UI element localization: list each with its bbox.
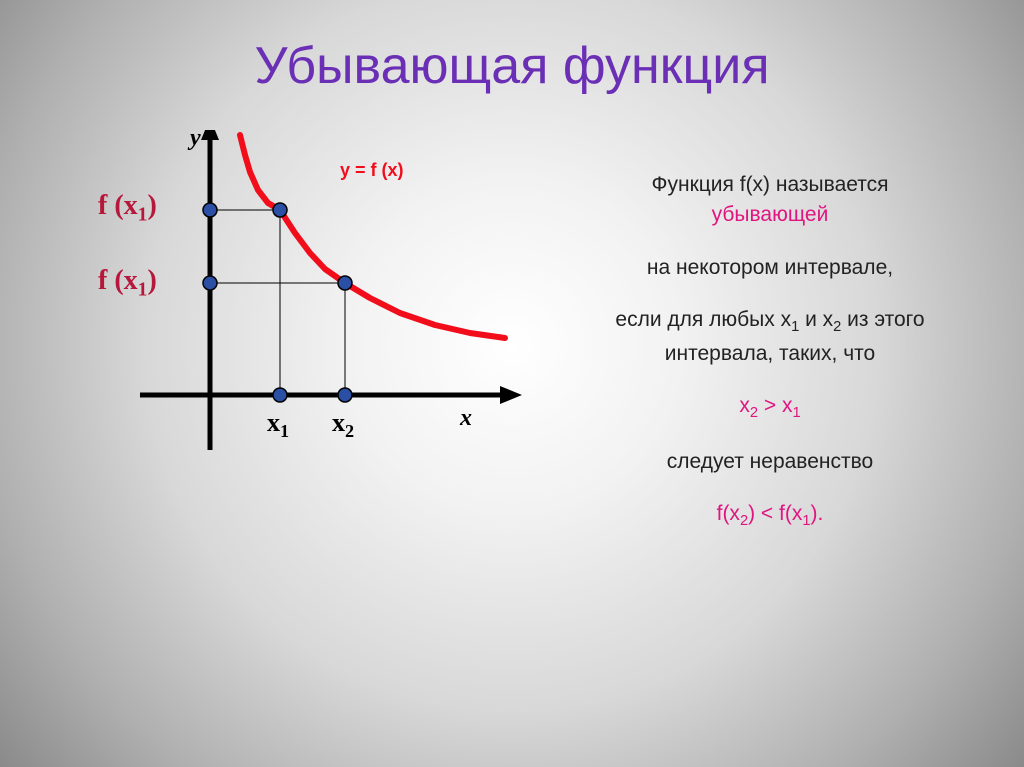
label-fx1-text: f (x (98, 190, 138, 221)
label-fx2: f (x1) (98, 265, 157, 302)
slide-title: Убывающая функция (0, 36, 1024, 96)
t7a: f(x (717, 502, 740, 525)
t5b: > x (758, 394, 792, 417)
curve-label: y = f (x) (340, 160, 404, 181)
label-fx2-sub: 1 (138, 280, 148, 301)
label-x1-sub: 1 (280, 421, 289, 441)
chart-area: f (x1) f (x1) x1 x2 y x y = f (x) (60, 130, 530, 530)
label-x2: x2 (332, 408, 354, 442)
label-fx1-sub: 1 (138, 205, 148, 226)
label-fx1: f (x1) (98, 190, 157, 227)
label-x2-sub: 2 (345, 421, 354, 441)
text-line5: x2 > x1 (555, 391, 985, 425)
t3c: из этого (841, 308, 924, 331)
t5s2: 2 (750, 405, 758, 421)
text-line7: f(x2) < f(x1). (555, 499, 985, 533)
definition-text: Функция f(x) называется убывающей на нек… (555, 170, 985, 555)
label-x1: x1 (267, 408, 289, 442)
t7s1: 1 (802, 513, 810, 529)
t5: x2 > x1 (739, 394, 800, 417)
label-fx1-close: ) (147, 190, 156, 221)
t5s1: 1 (792, 405, 800, 421)
text-line2: на некотором интервале, (555, 253, 985, 283)
label-x2-text: x (332, 408, 345, 437)
slide-root: Убывающая функция f (x1) f (x1) x1 x2 y … (0, 0, 1024, 767)
y-axis-name: y (190, 125, 201, 152)
t7: f(x2) < f(x1). (717, 502, 824, 525)
text-line3-4: если для любых x1 и x2 из этого интервал… (555, 305, 985, 369)
x-axis-name: x (460, 405, 472, 432)
label-fx2-text: f (x (98, 265, 138, 296)
t7s2: 2 (740, 513, 748, 529)
label-x1-text: x (267, 408, 280, 437)
t3a: если для любых x (615, 308, 791, 331)
t5a: x (739, 394, 750, 417)
text-line6: следует неравенство (555, 447, 985, 477)
t7b: ) < f(x (748, 502, 802, 525)
text-line1: Функция f(x) называется убывающей (555, 170, 985, 231)
label-fx2-close: ) (147, 265, 156, 296)
t1b: убывающей (712, 203, 829, 226)
t7c: ). (811, 502, 824, 525)
t3b: и x (799, 308, 833, 331)
t4: интервала, таких, что (665, 342, 875, 365)
t1a: Функция f(x) называется (652, 173, 889, 196)
